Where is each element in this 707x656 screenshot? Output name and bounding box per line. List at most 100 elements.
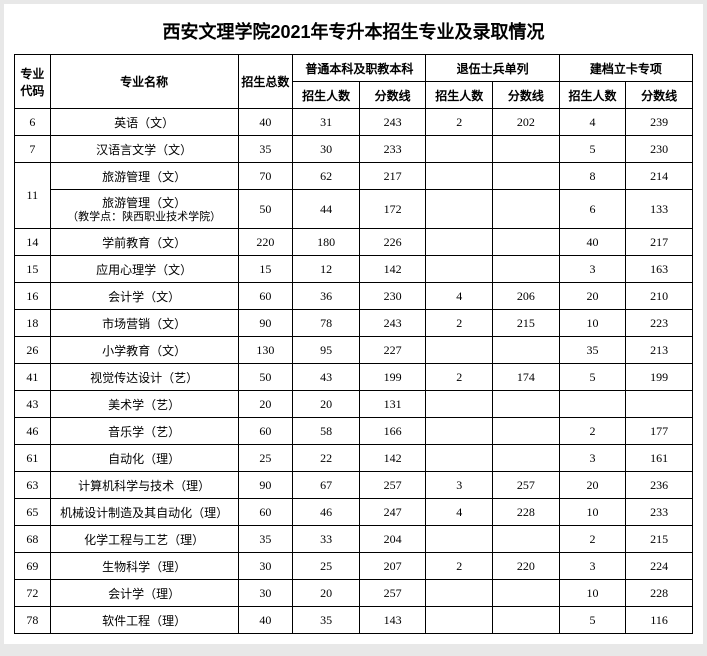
cell-code: 65 xyxy=(15,499,51,526)
th-group3: 建档立卡专项 xyxy=(559,55,692,82)
cell-s3: 239 xyxy=(626,109,693,136)
cell-total: 50 xyxy=(238,190,293,229)
cell-code: 11 xyxy=(15,163,51,229)
th-score3: 分数线 xyxy=(626,82,693,109)
cell-n2: 2 xyxy=(426,364,493,391)
cell-n3: 2 xyxy=(559,526,626,553)
table-row: 69生物科学（理）302520722203224 xyxy=(15,553,693,580)
cell-total: 20 xyxy=(238,391,293,418)
cell-s2 xyxy=(493,445,560,472)
cell-s3: 224 xyxy=(626,553,693,580)
cell-total: 15 xyxy=(238,256,293,283)
cell-n2: 3 xyxy=(426,472,493,499)
cell-s1: 230 xyxy=(359,283,426,310)
cell-s3: 233 xyxy=(626,499,693,526)
table-row: 78软件工程（理）40351435116 xyxy=(15,607,693,634)
cell-n2 xyxy=(426,418,493,445)
table-row: 46音乐学（艺）60581662177 xyxy=(15,418,693,445)
cell-total: 35 xyxy=(238,526,293,553)
cell-total: 30 xyxy=(238,580,293,607)
page: 西安文理学院2021年专升本招生专业及录取情况 专业代码 专业名称 招生总数 普… xyxy=(4,4,703,644)
cell-code: 7 xyxy=(15,136,51,163)
cell-total: 60 xyxy=(238,499,293,526)
cell-n3: 35 xyxy=(559,337,626,364)
cell-name: 视觉传达设计（艺） xyxy=(50,364,238,391)
cell-s3: 214 xyxy=(626,163,693,190)
cell-s1: 143 xyxy=(359,607,426,634)
cell-n3: 2 xyxy=(559,418,626,445)
cell-n1: 43 xyxy=(293,364,360,391)
cell-s3: 210 xyxy=(626,283,693,310)
cell-name: 软件工程（理） xyxy=(50,607,238,634)
cell-n3: 5 xyxy=(559,364,626,391)
cell-s1: 226 xyxy=(359,229,426,256)
cell-s2: 206 xyxy=(493,283,560,310)
cell-n3: 3 xyxy=(559,445,626,472)
cell-name: 自动化（理） xyxy=(50,445,238,472)
cell-n1: 20 xyxy=(293,580,360,607)
th-group2: 退伍士兵单列 xyxy=(426,55,559,82)
table-row: 旅游管理（文）（教学点：陕西职业技术学院）50441726133 xyxy=(15,190,693,229)
cell-s2 xyxy=(493,337,560,364)
cell-total: 35 xyxy=(238,136,293,163)
cell-n3: 10 xyxy=(559,310,626,337)
cell-n2 xyxy=(426,607,493,634)
cell-code: 69 xyxy=(15,553,51,580)
cell-name: 旅游管理（文）（教学点：陕西职业技术学院） xyxy=(50,190,238,229)
cell-s1: 243 xyxy=(359,310,426,337)
cell-s3: 163 xyxy=(626,256,693,283)
cell-s3: 215 xyxy=(626,526,693,553)
cell-s2 xyxy=(493,607,560,634)
cell-n3: 4 xyxy=(559,109,626,136)
table-row: 6英语（文）403124322024239 xyxy=(15,109,693,136)
table-row: 43美术学（艺）2020131 xyxy=(15,391,693,418)
cell-s3: 213 xyxy=(626,337,693,364)
table-head: 专业代码 专业名称 招生总数 普通本科及职教本科 退伍士兵单列 建档立卡专项 招… xyxy=(15,55,693,109)
cell-code: 46 xyxy=(15,418,51,445)
cell-n2 xyxy=(426,391,493,418)
cell-code: 63 xyxy=(15,472,51,499)
cell-n1: 46 xyxy=(293,499,360,526)
cell-total: 70 xyxy=(238,163,293,190)
cell-n1: 62 xyxy=(293,163,360,190)
cell-n1: 35 xyxy=(293,607,360,634)
table-row: 11旅游管理（文）70622178214 xyxy=(15,163,693,190)
cell-n1: 58 xyxy=(293,418,360,445)
cell-n1: 67 xyxy=(293,472,360,499)
cell-n2 xyxy=(426,526,493,553)
cell-code: 16 xyxy=(15,283,51,310)
cell-n1: 12 xyxy=(293,256,360,283)
cell-name: 会计学（文） xyxy=(50,283,238,310)
cell-total: 90 xyxy=(238,310,293,337)
cell-total: 50 xyxy=(238,364,293,391)
cell-code: 43 xyxy=(15,391,51,418)
cell-s3: 230 xyxy=(626,136,693,163)
cell-code: 78 xyxy=(15,607,51,634)
cell-name: 旅游管理（文） xyxy=(50,163,238,190)
cell-total: 60 xyxy=(238,283,293,310)
cell-total: 90 xyxy=(238,472,293,499)
cell-s1: 257 xyxy=(359,580,426,607)
cell-s1: 142 xyxy=(359,256,426,283)
cell-n2: 4 xyxy=(426,283,493,310)
cell-total: 30 xyxy=(238,553,293,580)
th-total: 招生总数 xyxy=(238,55,293,109)
cell-s2: 202 xyxy=(493,109,560,136)
cell-name: 音乐学（艺） xyxy=(50,418,238,445)
cell-n2 xyxy=(426,337,493,364)
table-row: 72会计学（理）302025710228 xyxy=(15,580,693,607)
cell-s2 xyxy=(493,526,560,553)
cell-s2: 174 xyxy=(493,364,560,391)
cell-n1: 22 xyxy=(293,445,360,472)
cell-s2 xyxy=(493,163,560,190)
cell-s2 xyxy=(493,256,560,283)
cell-n2: 2 xyxy=(426,553,493,580)
table-row: 16会计学（文）6036230420620210 xyxy=(15,283,693,310)
cell-s2 xyxy=(493,136,560,163)
cell-s2: 257 xyxy=(493,472,560,499)
cell-s3: 217 xyxy=(626,229,693,256)
cell-s2 xyxy=(493,418,560,445)
cell-n1: 36 xyxy=(293,283,360,310)
cell-n1: 78 xyxy=(293,310,360,337)
table-row: 68化学工程与工艺（理）35332042215 xyxy=(15,526,693,553)
